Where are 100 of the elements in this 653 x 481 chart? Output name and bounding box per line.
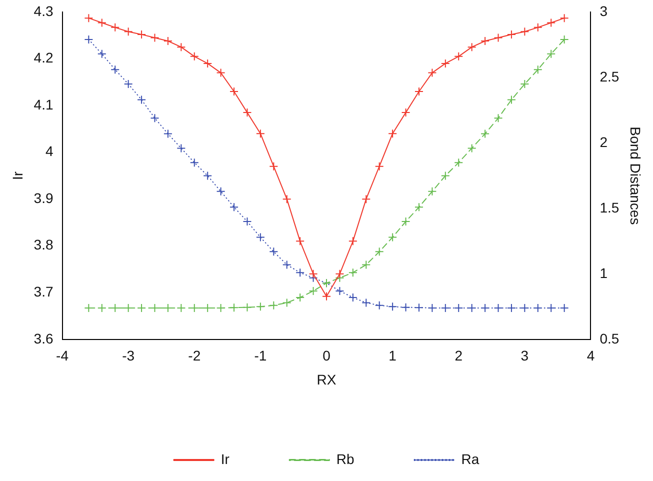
x-tick-label: 0	[322, 348, 331, 364]
point	[494, 303, 503, 312]
point	[84, 14, 94, 23]
y2-tick-label: 3	[600, 2, 608, 19]
y2-tick-label: 2	[600, 134, 608, 150]
point	[97, 303, 106, 312]
point	[401, 217, 410, 226]
point	[150, 33, 160, 42]
point	[440, 58, 450, 68]
y2-tick-label: 0.5	[600, 330, 620, 346]
point	[480, 303, 490, 312]
point	[467, 144, 476, 153]
point	[546, 303, 556, 312]
point	[467, 42, 476, 52]
point	[506, 95, 516, 104]
point	[190, 158, 199, 168]
y-tick-label: 4.2	[34, 50, 54, 66]
point	[242, 217, 252, 226]
point	[137, 303, 146, 312]
y-tick-label: 3.6	[34, 330, 54, 346]
point	[467, 303, 476, 312]
point	[374, 247, 384, 256]
point	[176, 303, 186, 312]
x-tick-label: -2	[188, 348, 201, 364]
point	[348, 292, 358, 302]
point	[560, 35, 569, 44]
x-tick-label: -1	[254, 348, 267, 364]
y-axis-title: Ir	[9, 171, 26, 180]
point	[454, 303, 464, 312]
point	[308, 286, 318, 296]
point	[163, 129, 172, 138]
point	[150, 114, 160, 123]
point	[137, 95, 146, 104]
point	[454, 52, 464, 61]
point	[428, 186, 437, 196]
y-tick-label: 3.7	[34, 283, 54, 300]
point	[362, 260, 371, 270]
point	[230, 303, 239, 312]
y-tick-label: 3.8	[34, 236, 54, 253]
point	[110, 22, 120, 32]
point	[269, 300, 278, 310]
y2-tick-label: 2.5	[600, 68, 620, 84]
point	[362, 194, 371, 204]
x-tick-label: 3	[520, 348, 529, 364]
point	[296, 268, 305, 278]
point	[308, 269, 318, 278]
point	[520, 80, 530, 89]
point	[242, 302, 252, 312]
point	[242, 108, 252, 118]
point	[414, 303, 424, 312]
legend-label: Ra	[461, 450, 480, 467]
point	[296, 236, 305, 246]
point	[414, 87, 424, 96]
point	[546, 18, 556, 28]
y-tick-label: 3.9	[34, 190, 54, 206]
point	[269, 162, 278, 171]
point	[440, 303, 450, 312]
point	[506, 303, 516, 312]
point	[388, 232, 398, 242]
point	[401, 302, 410, 312]
point	[124, 80, 133, 89]
point	[124, 27, 133, 36]
point	[282, 260, 292, 270]
legend-label: Rb	[336, 450, 354, 467]
point	[546, 49, 556, 58]
x-axis-title: RX	[316, 371, 337, 388]
point	[560, 14, 569, 23]
y2-axis-title: Bond Distances	[628, 126, 644, 225]
x-tick-label: -4	[56, 348, 69, 364]
point	[203, 58, 212, 68]
point	[282, 298, 292, 308]
point	[296, 292, 305, 302]
point	[494, 33, 503, 42]
point	[282, 194, 292, 204]
x-tick-label: 4	[586, 348, 595, 364]
legend-label: Ir	[220, 450, 230, 467]
point	[348, 236, 358, 246]
point	[348, 268, 358, 278]
point	[216, 68, 226, 78]
point	[362, 298, 371, 308]
point	[533, 65, 542, 74]
point	[176, 42, 186, 52]
y2-tick-label: 1	[600, 264, 608, 281]
point	[560, 303, 569, 312]
point	[176, 144, 186, 153]
point	[480, 129, 490, 138]
point	[256, 129, 265, 138]
point	[414, 202, 424, 212]
point	[533, 22, 542, 32]
point	[428, 303, 437, 312]
point	[203, 171, 212, 180]
point	[110, 65, 120, 74]
point	[163, 36, 172, 46]
point	[137, 30, 146, 39]
y-tick-label: 4.1	[34, 96, 54, 112]
y-tick-label: 4	[45, 143, 54, 160]
y2-tick-label: 1.5	[600, 199, 620, 216]
point	[388, 302, 398, 312]
point	[520, 303, 530, 312]
point	[506, 30, 516, 39]
